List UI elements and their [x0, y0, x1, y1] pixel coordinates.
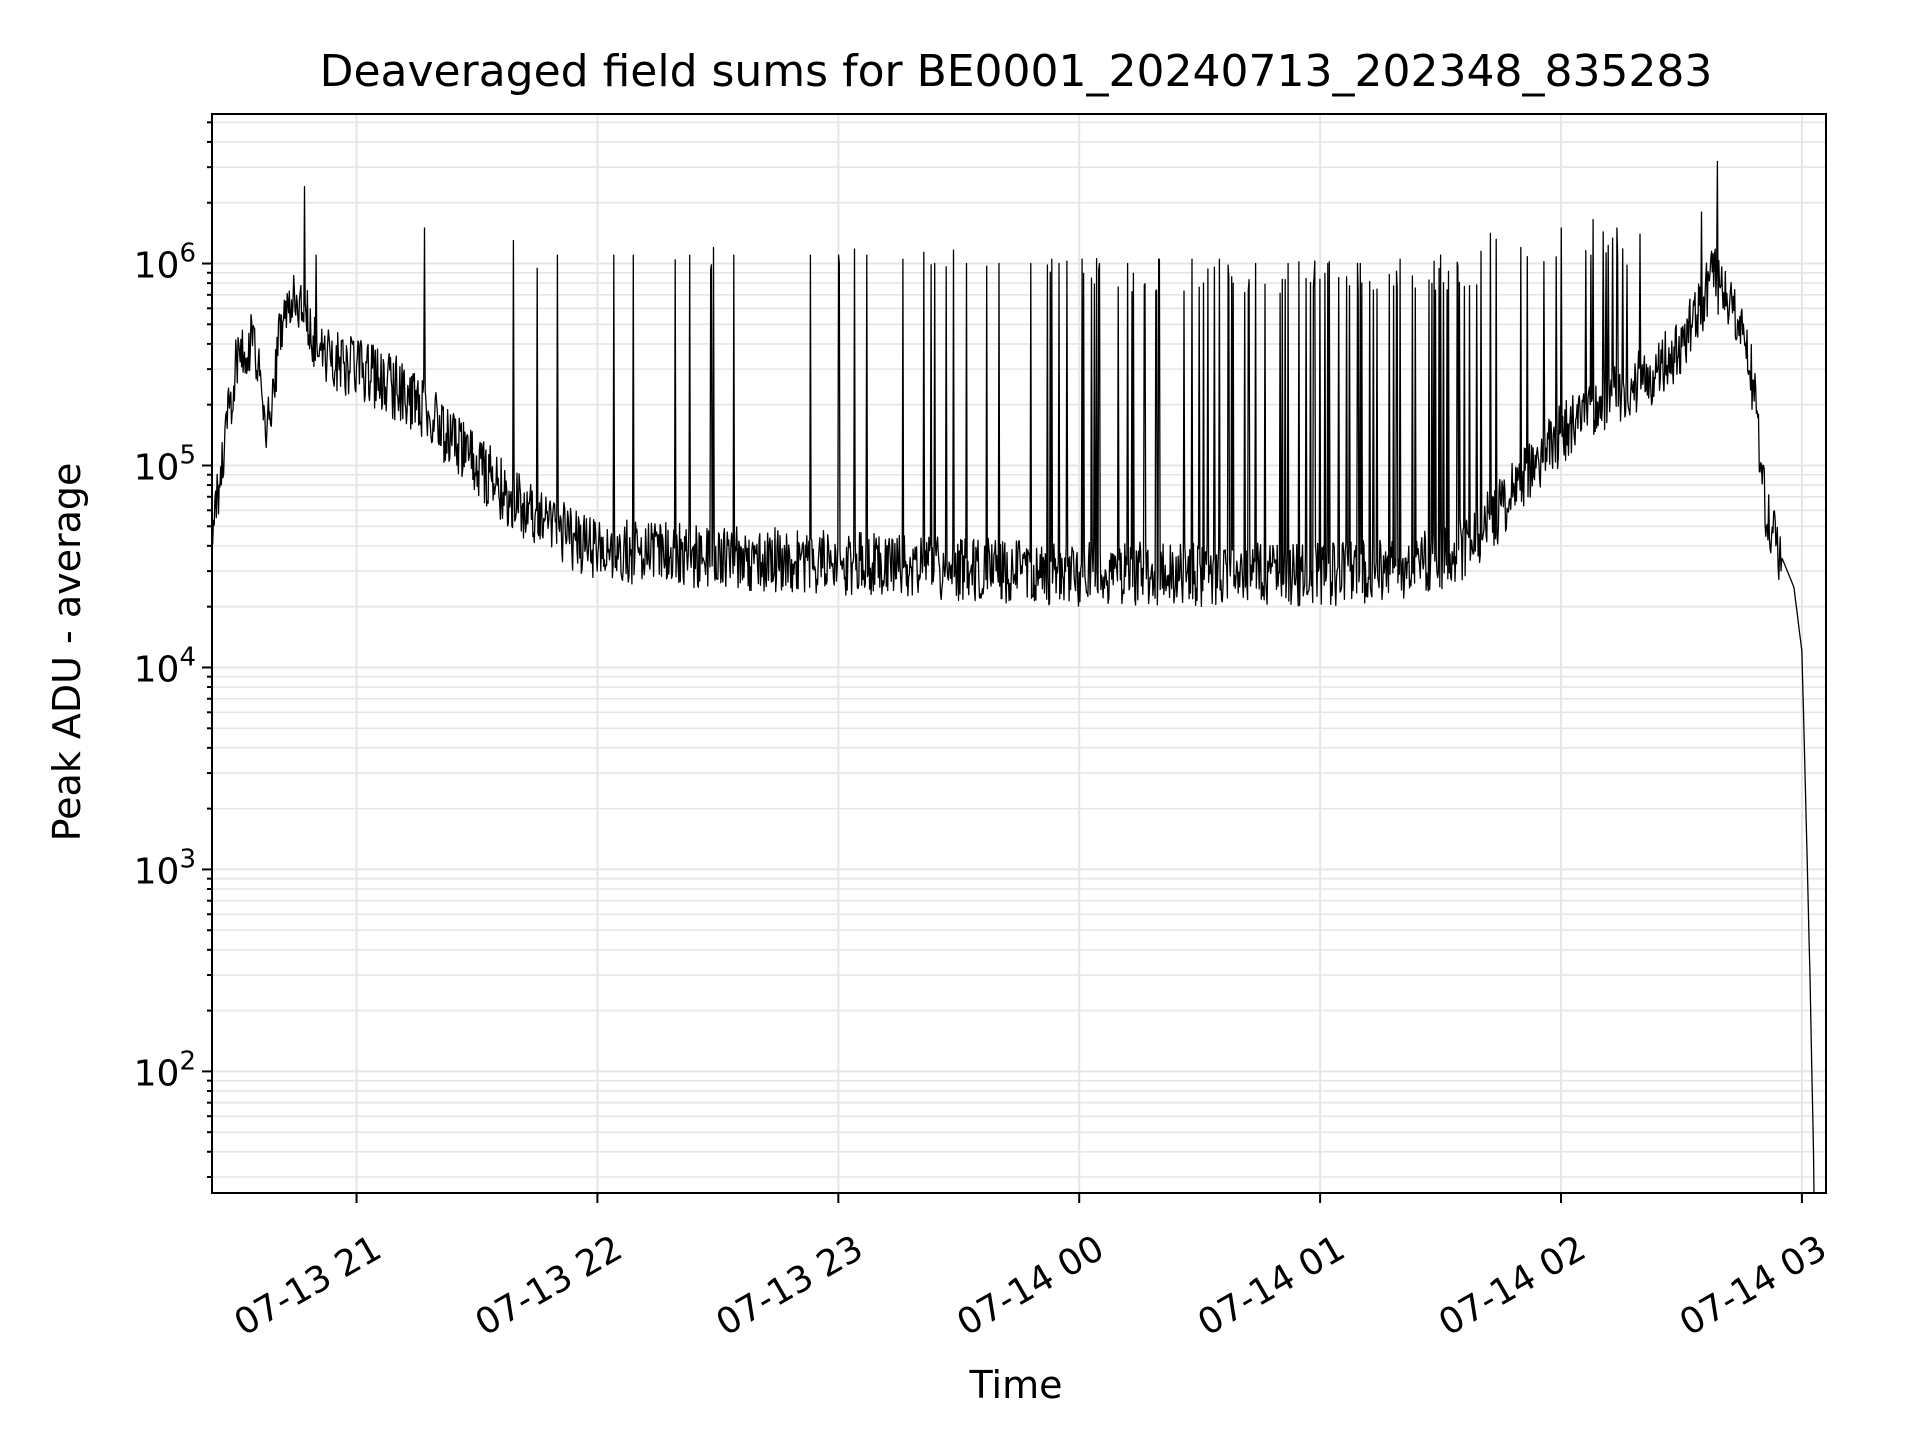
axis-ticks: 102 103 104 105 106 07-13 21 07-13 22 07-13 23 0…: [134, 121, 1834, 1344]
x-tick-label: 07-13 23: [709, 1228, 870, 1344]
y-axis-label: Peak ADU - average: [45, 463, 89, 842]
y-tick-label: 105: [134, 440, 196, 488]
y-tick-label: 106: [134, 239, 196, 287]
y-tick-label: 103: [134, 844, 196, 892]
y-tick-label: 104: [134, 642, 196, 690]
plot-frame: [211, 113, 1827, 1194]
chart-title: Deaveraged field sums for BE0001_2024071…: [320, 46, 1713, 97]
grid: [212, 114, 1826, 1193]
x-tick-label: 07-14 02: [1432, 1228, 1593, 1344]
series-line: [211, 160, 1815, 1194]
x-axis-label: Time: [969, 1363, 1063, 1407]
x-tick-label: 07-13 22: [469, 1228, 630, 1344]
x-tick-label: 07-13 21: [228, 1228, 389, 1344]
y-tick-label: 102: [134, 1046, 196, 1094]
x-tick-label: 07-14 03: [1673, 1228, 1834, 1344]
x-tick-label: 07-14 00: [950, 1228, 1111, 1344]
x-tick-label: 07-14 01: [1191, 1228, 1352, 1344]
